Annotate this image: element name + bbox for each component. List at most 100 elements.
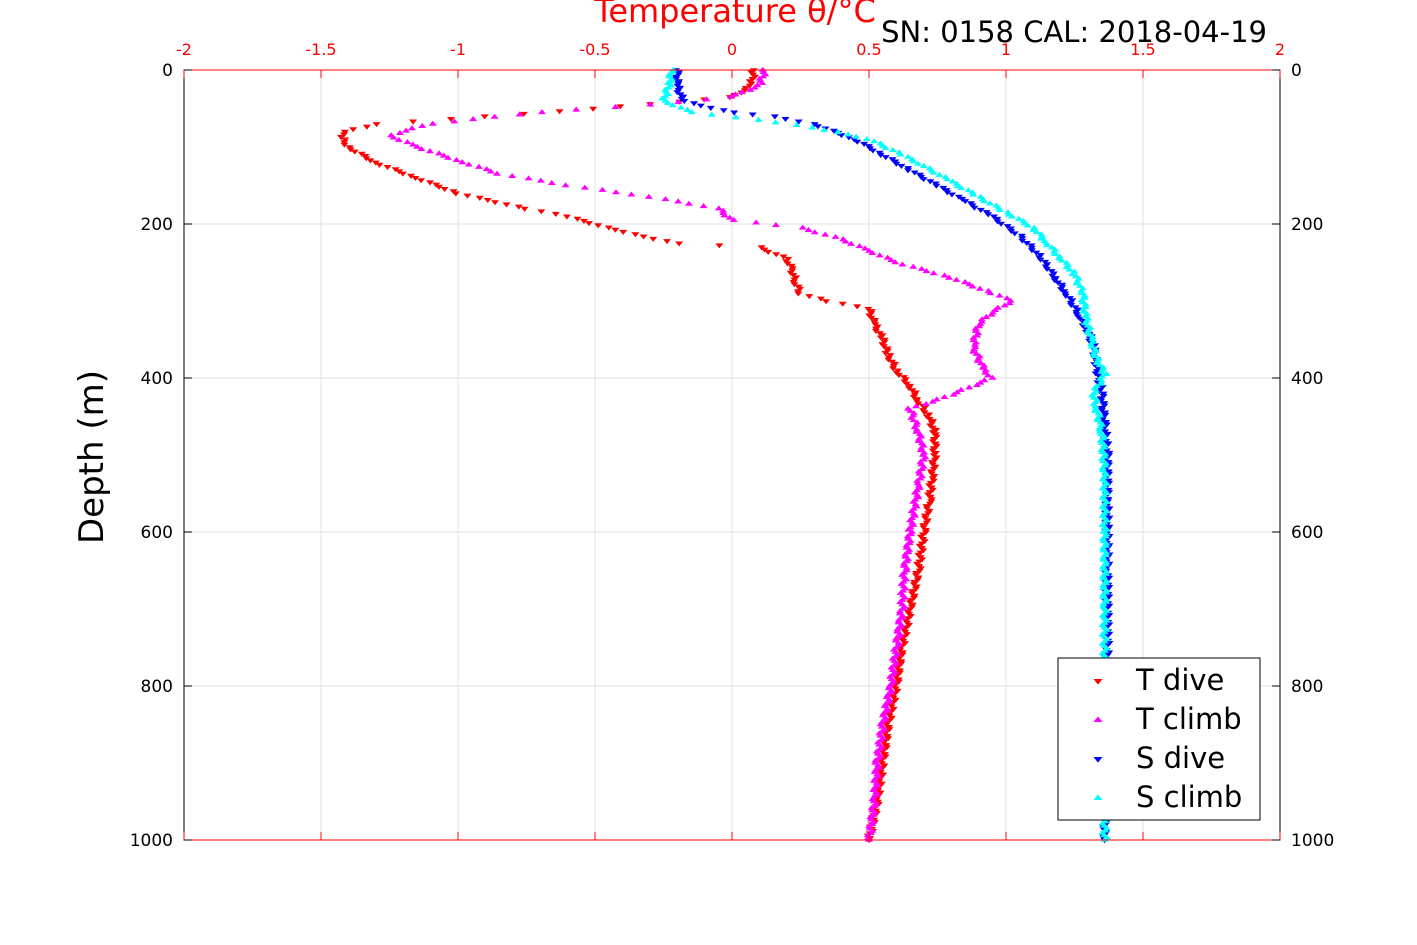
data-point xyxy=(524,175,533,181)
data-point xyxy=(403,139,412,145)
data-point xyxy=(1027,248,1036,254)
data-point xyxy=(916,475,925,481)
data-point xyxy=(1102,540,1111,546)
data-point xyxy=(1029,226,1038,232)
data-point xyxy=(976,379,985,385)
data-point xyxy=(929,169,938,175)
series-t-dive xyxy=(337,68,941,844)
data-point xyxy=(639,234,648,240)
data-point xyxy=(1097,368,1106,374)
data-point xyxy=(881,155,890,161)
data-point xyxy=(949,391,958,397)
data-point xyxy=(1010,231,1019,237)
data-point xyxy=(834,129,843,135)
y-tick-label-right: 400 xyxy=(1291,369,1323,389)
x-tick-label: -0.5 xyxy=(579,40,610,59)
y-tick-label-right: 1000 xyxy=(1291,831,1334,851)
data-point xyxy=(644,193,653,199)
data-point xyxy=(1007,213,1016,219)
data-point xyxy=(821,231,830,237)
data-point xyxy=(483,198,492,204)
data-point xyxy=(537,109,546,115)
data-point xyxy=(820,126,829,132)
data-point xyxy=(1091,403,1100,409)
data-point xyxy=(917,444,926,450)
data-point xyxy=(912,428,921,434)
data-point xyxy=(914,468,923,474)
y-tick-label-left: 200 xyxy=(141,215,173,235)
data-point xyxy=(1078,306,1087,312)
data-point xyxy=(696,103,705,109)
data-point xyxy=(349,127,358,133)
data-point xyxy=(407,125,416,131)
data-point xyxy=(894,617,903,623)
data-point xyxy=(748,112,757,118)
data-point xyxy=(893,626,902,632)
data-point xyxy=(844,135,853,141)
data-point xyxy=(903,153,912,159)
data-point xyxy=(895,632,904,638)
x-tick-label: -1 xyxy=(450,40,466,59)
data-point xyxy=(816,296,825,302)
data-point xyxy=(808,124,817,130)
data-point xyxy=(579,218,588,224)
data-point xyxy=(619,229,628,235)
data-point xyxy=(1037,235,1046,241)
legend-marker xyxy=(1093,756,1103,763)
data-point xyxy=(885,698,894,704)
y-tick-label-left: 1000 xyxy=(130,831,173,851)
data-point xyxy=(919,163,928,169)
data-point xyxy=(366,158,375,164)
data-point xyxy=(1042,266,1051,272)
data-point xyxy=(1068,270,1077,276)
x-tick-label: 1.5 xyxy=(1130,40,1155,59)
data-point xyxy=(969,191,978,197)
data-point xyxy=(1100,836,1109,842)
data-point xyxy=(1099,563,1108,569)
data-point xyxy=(917,265,926,271)
data-point xyxy=(727,93,736,99)
data-point xyxy=(1096,424,1105,430)
data-point xyxy=(913,477,922,483)
data-point xyxy=(684,200,693,206)
data-point xyxy=(1093,417,1102,423)
data-point xyxy=(1037,231,1046,237)
data-point xyxy=(920,410,929,416)
data-point xyxy=(864,823,873,829)
data-point xyxy=(674,98,683,104)
data-point xyxy=(1032,250,1041,256)
data-point xyxy=(957,185,966,191)
data-point xyxy=(1090,353,1099,359)
data-point xyxy=(482,166,491,172)
data-point xyxy=(892,161,901,167)
data-point xyxy=(677,104,686,110)
data-point xyxy=(904,168,913,174)
data-point xyxy=(853,304,862,310)
data-point xyxy=(918,465,927,472)
data-point xyxy=(1086,341,1095,347)
data-point xyxy=(940,394,949,400)
data-point xyxy=(464,161,473,167)
legend: T dive T climb S dive S climb xyxy=(1057,657,1261,821)
data-point xyxy=(611,103,620,110)
data-point xyxy=(1036,257,1045,263)
data-point xyxy=(995,207,1004,213)
data-point xyxy=(973,332,982,338)
data-point xyxy=(841,238,850,244)
data-point xyxy=(411,176,420,182)
data-point xyxy=(1065,266,1074,272)
data-point xyxy=(1102,460,1111,466)
data-point xyxy=(425,148,434,154)
data-point xyxy=(502,202,511,208)
data-point xyxy=(879,344,888,350)
data-point xyxy=(899,605,908,611)
data-point xyxy=(976,207,985,213)
data-point xyxy=(982,313,991,319)
data-point xyxy=(981,367,990,373)
data-point xyxy=(864,834,873,840)
data-point xyxy=(940,272,949,278)
data-point xyxy=(794,291,803,297)
data-point xyxy=(973,357,982,363)
data-point xyxy=(585,221,594,227)
